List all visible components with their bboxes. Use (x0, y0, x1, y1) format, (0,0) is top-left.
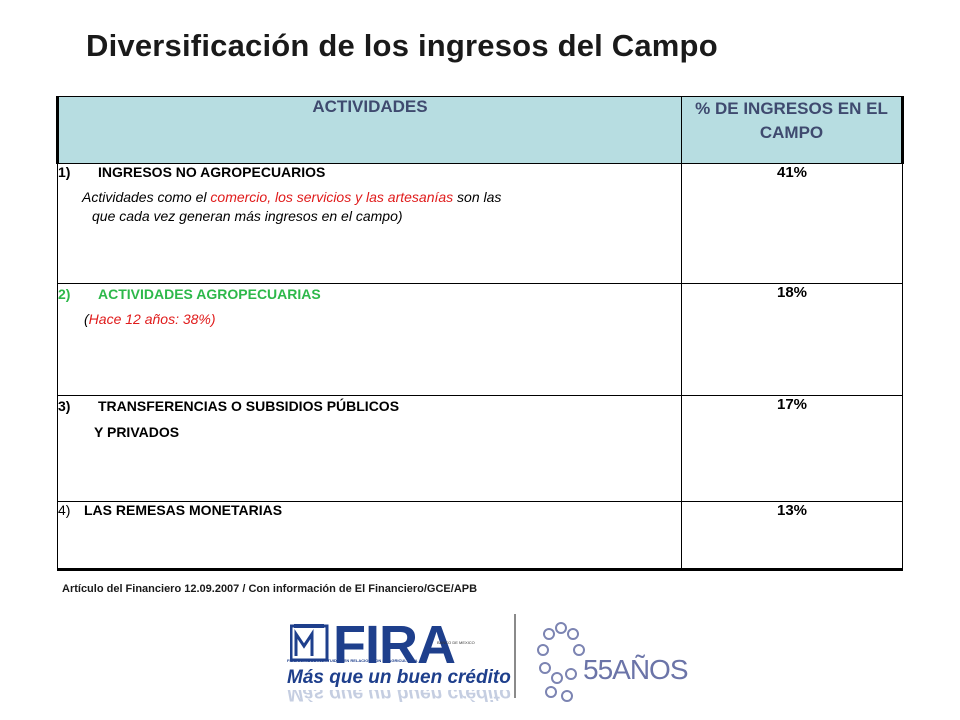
activity-description: (Hace 12 años: 38%) (58, 310, 681, 329)
row-number: 4) (58, 502, 71, 518)
activity-title: INGRESOS NO AGROPECUARIOS (98, 164, 326, 180)
anniversary-label: 55AÑOS (583, 654, 688, 685)
partner-label: BANCO DE MEXICO (437, 640, 475, 645)
description-text: son las (453, 189, 502, 205)
table-header-row: ACTIVIDADES % DE INGRESOS EN EL CAMPO (56, 96, 904, 164)
activity-heading: 1) INGRESOS NO AGROPECUARIOS (58, 164, 681, 180)
activity-cell: 2) ACTIVIDADES AGROPECUARIAS (Hace 12 añ… (57, 283, 682, 396)
percent-cell: 13% (681, 501, 903, 571)
activity-title-continued: Y PRIVADOS (94, 424, 180, 440)
activity-heading: 4) LAS REMESAS MONETARIAS (58, 502, 681, 518)
income-table: ACTIVIDADES % DE INGRESOS EN EL CAMPO 1)… (56, 96, 904, 571)
percent-cell: 18% (681, 283, 903, 396)
activity-cell: 1) INGRESOS NO AGROPECUARIOS Actividades… (57, 163, 682, 284)
people-circle-icon (537, 622, 585, 702)
logo-divider (514, 614, 516, 698)
activity-title: ACTIVIDADES AGROPECUARIAS (98, 286, 321, 302)
description-text: Actividades como el (82, 189, 211, 205)
description-text: que cada vez generan más ingresos en el … (92, 208, 403, 224)
row-number: 2) (58, 286, 71, 302)
activity-heading: 2) ACTIVIDADES AGROPECUARIAS (58, 286, 681, 302)
slogan: Más que un buen crédito (287, 667, 511, 688)
activity-description: Actividades como el comercio, los servic… (58, 188, 681, 226)
row-number: 1) (58, 164, 71, 180)
fira-wordmark: FIRA (333, 615, 456, 675)
percent-cell: 17% (681, 395, 903, 502)
fira-subtitle: FIDEICOMISOS INSTITUIDOS EN RELACION CON… (287, 658, 418, 663)
activity-cell: 4) LAS REMESAS MONETARIAS (57, 501, 682, 571)
fira-emblem-icon (290, 624, 329, 662)
percent-cell: 41% (681, 163, 903, 284)
table-row: 1) INGRESOS NO AGROPECUARIOS Actividades… (57, 163, 903, 284)
footer-logos: FIRA FIDEICOMISOS INSTITUIDOS EN RELACIO… (285, 612, 705, 720)
activity-title: TRANSFERENCIAS O SUBSIDIOS PÚBLICOS (98, 398, 400, 414)
description-highlight: comercio, los servicios y las artesanías (210, 189, 454, 205)
column-header-percent: % DE INGRESOS EN EL CAMPO (681, 96, 904, 164)
table-row: 4) LAS REMESAS MONETARIAS 13% (57, 501, 903, 571)
source-note: Artículo del Financiero 12.09.2007 / Con… (62, 583, 478, 595)
slogan-reflection: Más que un buen crédito (287, 690, 511, 704)
activity-cell: 3) TRANSFERENCIAS O SUBSIDIOS PÚBLICOS Y… (57, 395, 682, 502)
row-number: 3) (58, 398, 71, 414)
description-text: ( (84, 311, 89, 327)
activity-title: LAS REMESAS MONETARIAS (84, 502, 283, 518)
table-row: 2) ACTIVIDADES AGROPECUARIAS (Hace 12 añ… (57, 283, 903, 396)
activity-heading: 3) TRANSFERENCIAS O SUBSIDIOS PÚBLICOS (58, 398, 681, 414)
description-highlight: Hace 12 años: 38%) (88, 311, 216, 327)
table-row: 3) TRANSFERENCIAS O SUBSIDIOS PÚBLICOS Y… (57, 395, 903, 502)
column-header-activities: ACTIVIDADES (56, 96, 682, 164)
page-title: Diversificación de los ingresos del Camp… (86, 28, 718, 63)
